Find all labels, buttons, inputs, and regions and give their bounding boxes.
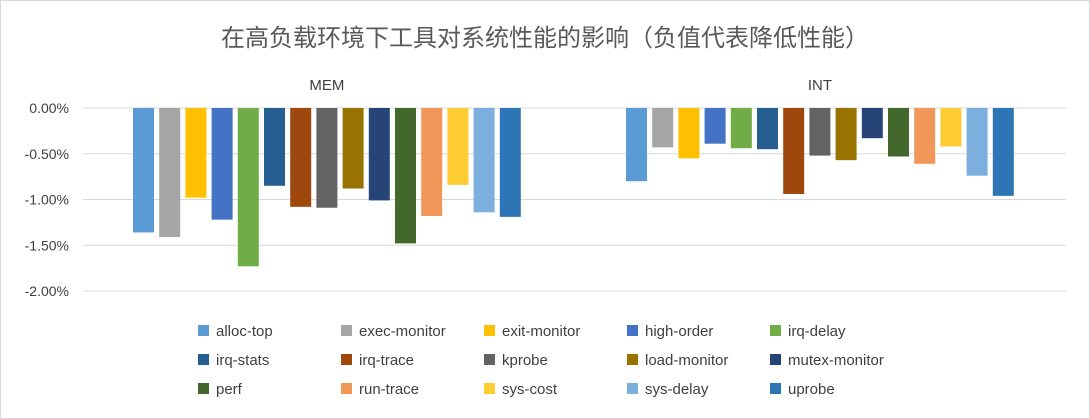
legend-swatch-exit-monitor (484, 325, 495, 336)
legend-label-irq-trace: irq-trace (359, 352, 414, 369)
legend-label-alloc-top: alloc-top (216, 323, 273, 340)
bar-alloc-top-mem (133, 108, 154, 233)
legend-label-exec-monitor: exec-monitor (359, 323, 446, 340)
legend-swatch-uprobe (770, 383, 781, 394)
legend-label-sys-cost: sys-cost (502, 381, 558, 398)
y-tick-label: -1.50% (25, 237, 69, 253)
legend-label-exit-monitor: exit-monitor (502, 323, 580, 340)
bar-kprobe-mem (316, 108, 338, 208)
bar-mutex-monitor-mem (368, 108, 390, 201)
legend: alloc-top exec-monitor exit-monitor high-or… (198, 323, 884, 398)
bar-exit-monitor-mem (185, 108, 207, 198)
bar-alloc-top-int (626, 108, 647, 182)
y-tick-label: -2.00% (25, 283, 69, 299)
bar-uprobe-mem (499, 108, 521, 217)
bar-high-order-int (704, 108, 726, 144)
bar-sys-delay-int (966, 108, 988, 176)
bars (133, 108, 1014, 267)
y-axis-ticks: 0.00% -0.50% -1.00% -1.50% -2.00% (25, 100, 69, 299)
bar-irq-stats-int (757, 108, 778, 150)
legend-swatch-run-trace (341, 383, 352, 394)
bar-sys-cost-int (940, 108, 962, 147)
bar-sys-cost-mem (447, 108, 469, 185)
y-tick-label: 0.00% (29, 100, 69, 116)
bar-load-monitor-int (835, 108, 857, 161)
legend-swatch-irq-trace (341, 354, 352, 365)
bar-exec-monitor-int (652, 108, 674, 148)
legend-label-sys-delay: sys-delay (645, 381, 709, 398)
bar-irq-delay-mem (237, 108, 259, 267)
legend-swatch-kprobe (484, 354, 495, 365)
category-labels: MEM INT (309, 77, 832, 94)
y-tick-label: -1.00% (25, 192, 69, 208)
legend-swatch-sys-delay (627, 383, 638, 394)
bar-kprobe-int (809, 108, 831, 156)
legend-swatch-high-order (627, 325, 638, 336)
legend-swatch-mutex-monitor (770, 354, 781, 365)
bar-perf-mem (395, 108, 416, 244)
legend-label-uprobe: uprobe (788, 381, 835, 398)
category-label-mem: MEM (309, 77, 344, 94)
legend-label-irq-stats: irq-stats (216, 352, 269, 369)
bar-exit-monitor-int (678, 108, 700, 159)
bar-uprobe-int (992, 108, 1014, 196)
legend-label-irq-delay: irq-delay (788, 323, 846, 340)
bar-irq-trace-mem (290, 108, 312, 207)
legend-label-load-monitor: load-monitor (645, 352, 728, 369)
bar-irq-stats-mem (264, 108, 285, 186)
y-tick-label: -0.50% (25, 146, 69, 162)
chart-title: 在高负载环境下工具对系统性能的影响（负值代表降低性能） (221, 24, 869, 52)
legend-label-run-trace: run-trace (359, 381, 419, 398)
legend-label-perf: perf (216, 381, 243, 398)
legend-swatch-exec-monitor (341, 325, 352, 336)
legend-swatch-alloc-top (198, 325, 209, 336)
legend-label-high-order: high-order (645, 323, 713, 340)
legend-label-mutex-monitor: mutex-monitor (788, 352, 884, 369)
legend-label-kprobe: kprobe (502, 352, 548, 369)
bar-run-trace-mem (421, 108, 443, 216)
legend-swatch-sys-cost (484, 383, 495, 394)
bar-irq-delay-int (730, 108, 752, 149)
legend-swatch-irq-stats (198, 354, 209, 365)
bar-exec-monitor-mem (159, 108, 181, 238)
bar-high-order-mem (211, 108, 233, 220)
bar-mutex-monitor-int (861, 108, 883, 139)
legend-swatch-irq-delay (770, 325, 781, 336)
bar-irq-trace-int (783, 108, 805, 195)
legend-swatch-perf (198, 383, 209, 394)
bar-run-trace-int (914, 108, 936, 164)
bar-load-monitor-mem (342, 108, 364, 189)
bar-sys-delay-mem (473, 108, 495, 213)
bar-perf-int (888, 108, 909, 157)
legend-swatch-load-monitor (627, 354, 638, 365)
category-label-int: INT (808, 77, 832, 94)
